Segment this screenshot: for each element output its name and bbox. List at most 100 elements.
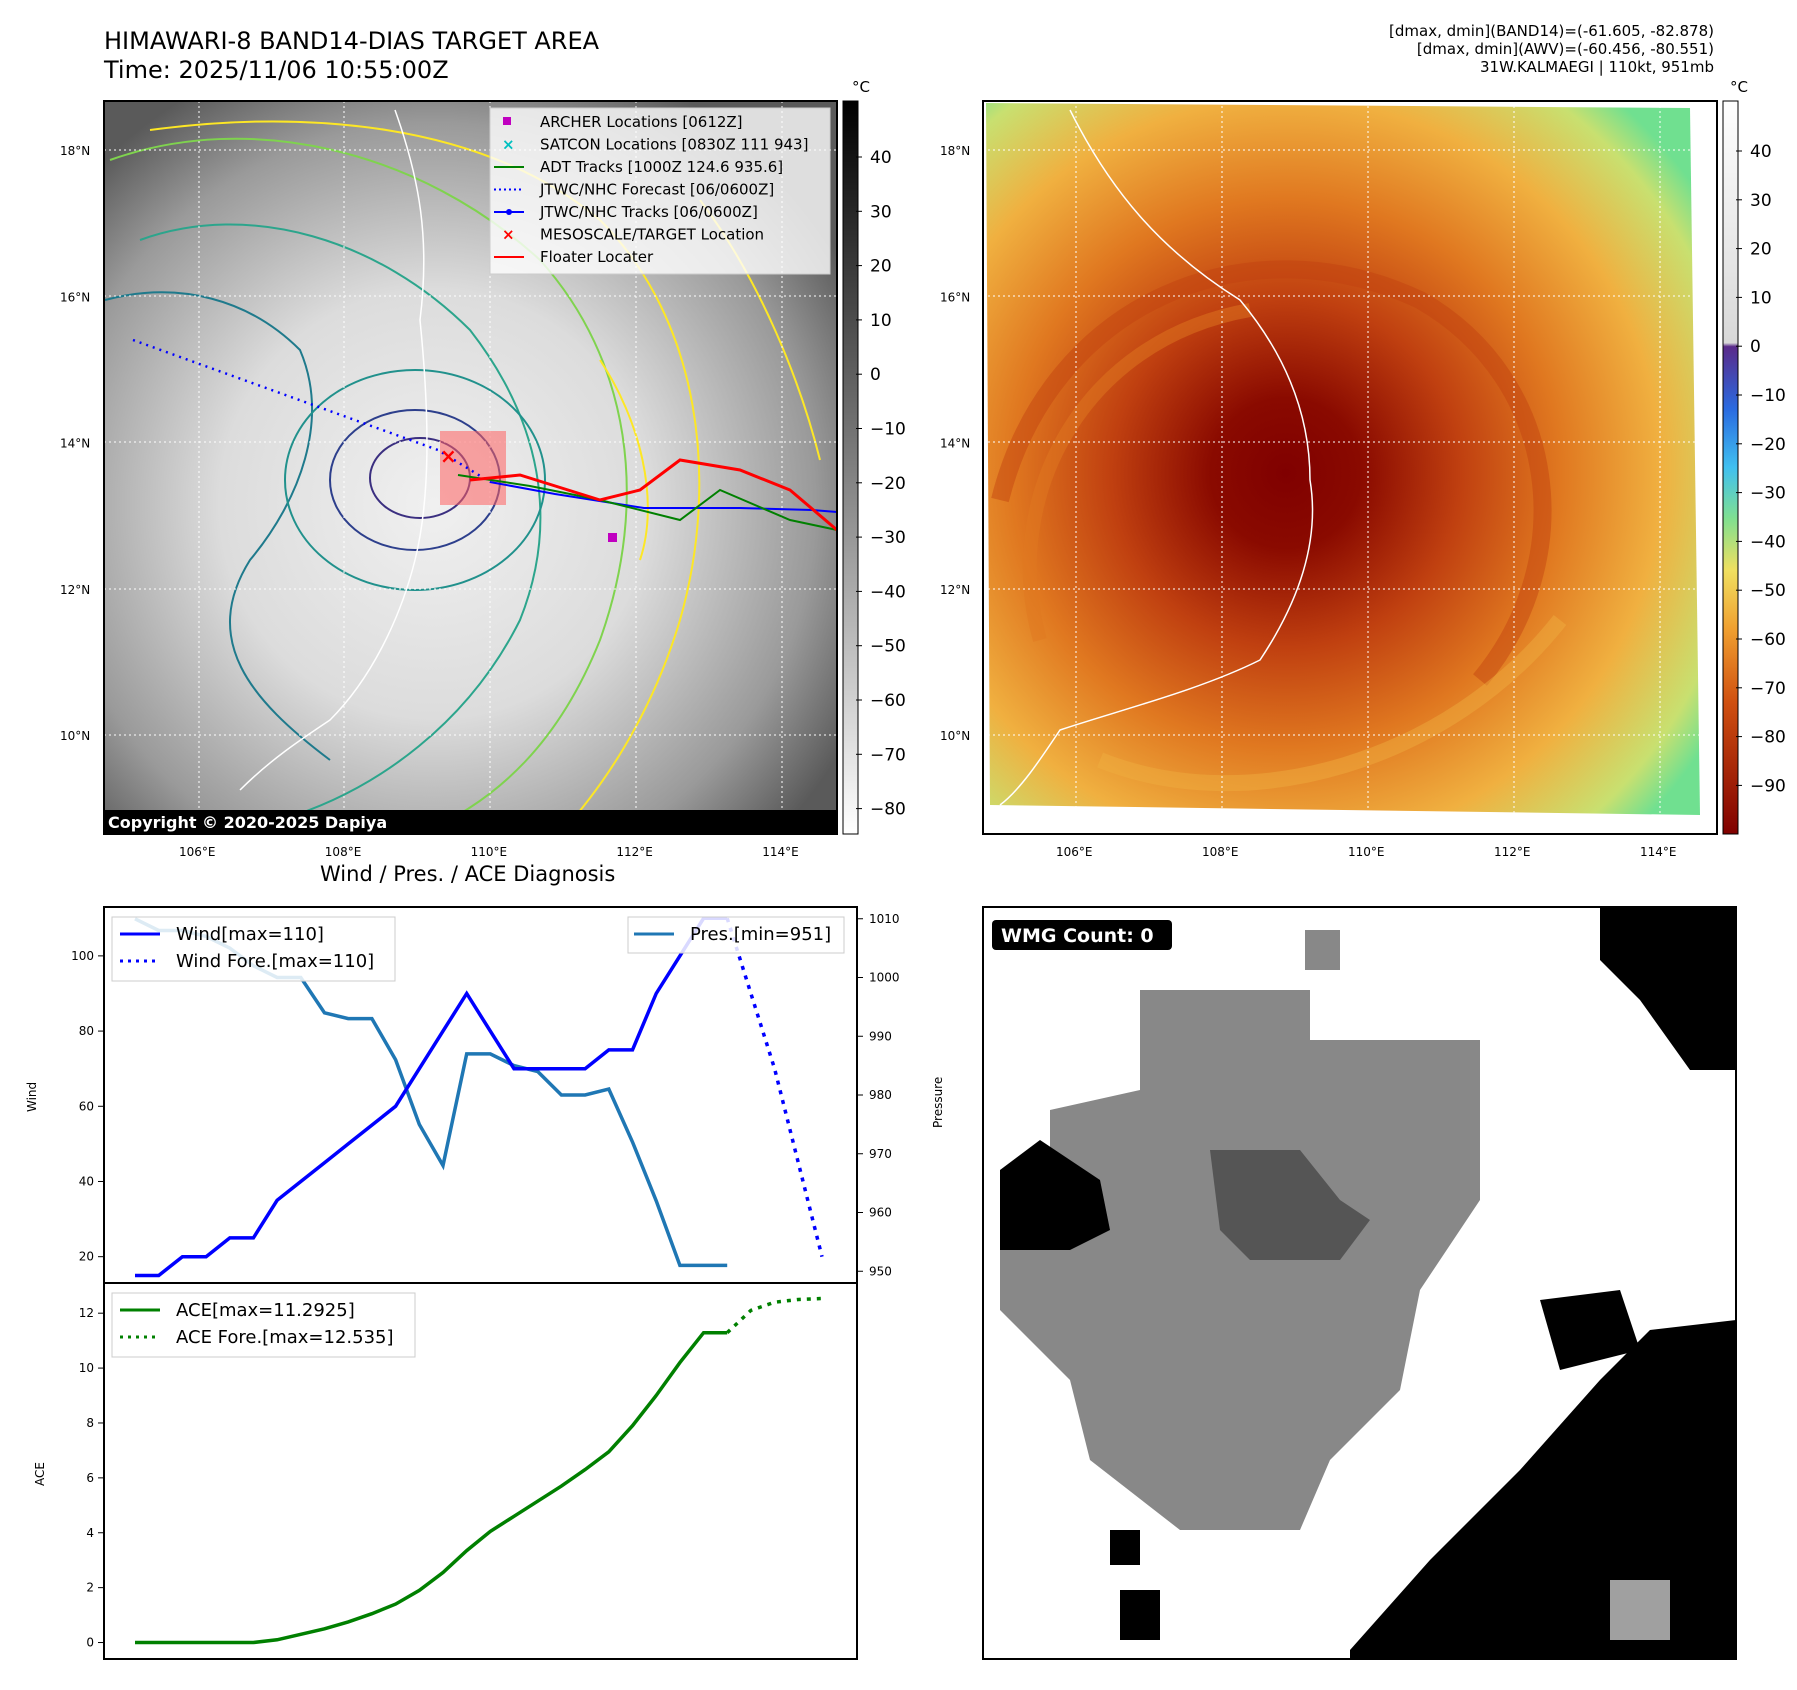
ytick-label: 60	[79, 1099, 94, 1113]
legend-label: ARCHER Locations [0612Z]	[540, 113, 743, 131]
wind-line	[135, 916, 728, 1278]
legend-label: MESOSCALE/TARGET Location	[540, 226, 764, 244]
lon-tick-label: 106°E	[1056, 845, 1093, 859]
lat-tick-label: 16°N	[940, 290, 970, 304]
adt-track	[457, 474, 838, 531]
ir-legend: ARCHER Locations [0612Z] × SATCON Location…	[489, 107, 831, 275]
legend-marker-dot	[506, 209, 512, 215]
pressure-yticks: 950 960 970 980 990 1000 1010	[857, 912, 900, 1278]
archer-marker	[608, 533, 617, 542]
ytick-label: 6	[86, 1471, 94, 1485]
ytick-label: 0	[86, 1636, 94, 1650]
ir-map-panel: × Copyright © 2020-2025 Dapiya ARCHER Lo…	[60, 78, 906, 859]
colorbar-tick-label: −60	[1750, 630, 1786, 650]
awv-lat-ticks: 18°N 16°N 14°N 12°N 10°N	[940, 144, 970, 743]
ir-lat-ticks: 18°N 16°N 14°N 12°N 10°N	[60, 144, 90, 743]
meta-block: [dmax, dmin](BAND14)=(-61.605, -82.878) …	[1389, 22, 1714, 76]
colorbar-tick-label: −80	[870, 800, 906, 820]
awv-lon-ticks: 106°E 108°E 110°E 112°E 114°E	[1056, 845, 1677, 859]
pressure-legend: Pres.[min=951]	[627, 916, 845, 954]
colorbar-tick-label: −40	[1750, 532, 1786, 552]
lon-tick-label: 106°E	[179, 845, 216, 859]
colorbar-tick-label: 40	[1750, 142, 1772, 162]
jtwc-forecast-track	[132, 338, 491, 484]
floater-track	[469, 458, 838, 532]
colorbar-tick-label: −50	[870, 637, 906, 657]
band14-range: [dmax, dmin](BAND14)=(-61.605, -82.878)	[1389, 22, 1714, 40]
ace-series	[135, 1296, 823, 1645]
colorbar-tick-label: −10	[1750, 386, 1786, 406]
pressure-legend-label: Pres.[min=951]	[690, 924, 831, 945]
colorbar-tick-label: 10	[870, 311, 892, 331]
legend-entry: JTWC/NHC Forecast [06/0600Z]	[494, 181, 774, 199]
colorbar-tick-label: −70	[870, 745, 906, 765]
lat-tick-label: 10°N	[940, 729, 970, 743]
ace-yticks: 0 2 4 6 8 10 12	[79, 1306, 104, 1650]
awv-bands	[991, 260, 1567, 792]
ytick-label: 8	[86, 1416, 94, 1430]
ir-colorbar-ticks: 40 30 20 10 0 −10 −20 −30 −40 −50 −60 −70 −80	[856, 148, 906, 820]
lon-tick-label: 110°E	[1348, 845, 1385, 859]
ace-panel: 0 2 4 6 8 10 12 ACE ACE[max=11.2925] ACE Fore.…	[33, 1282, 858, 1660]
colorbar-tick-label: −70	[1750, 679, 1786, 699]
awv-colorbar	[1722, 100, 1739, 835]
colorbar-tick-label: 30	[1750, 191, 1772, 211]
awv-colorbar-ticks: 40 30 20 10 0 −10 −20 −30 −40 −50 −60 −70 −80 −90	[1736, 142, 1786, 796]
ytick-label: 960	[869, 1206, 892, 1220]
ytick-label: 20	[79, 1250, 94, 1264]
colorbar-tick-label: 0	[1750, 337, 1761, 357]
ace-legend: ACE[max=11.2925] ACE Fore.[max=12.535]	[111, 1292, 416, 1358]
ir-colorbar	[842, 100, 859, 835]
wmg-region-black-ne	[1600, 907, 1736, 1070]
ytick-label: 1010	[869, 912, 900, 926]
figure-time: Time: 2025/11/06 10:55:00Z	[104, 56, 449, 84]
legend-entry: Floater Locater	[494, 248, 654, 266]
wind-yticks: 20 40 60 80 100	[71, 949, 104, 1264]
colorbar-tick-label: −30	[1750, 484, 1786, 504]
legend-marker-square	[503, 117, 511, 125]
colorbar-tick-label: −40	[870, 582, 906, 602]
legend-entry: × MESOSCALE/TARGET Location	[502, 226, 764, 244]
wind-legend-label: Wind[max=110]	[176, 924, 324, 945]
legend-entry: JTWC/NHC Tracks [06/0600Z]	[494, 203, 758, 221]
legend-label: Floater Locater	[540, 248, 654, 266]
colorbar-tick-label: 30	[870, 202, 892, 222]
lat-tick-label: 10°N	[60, 729, 90, 743]
colorbar-tick-label: −80	[1750, 728, 1786, 748]
lon-tick-label: 114°E	[762, 845, 799, 859]
legend-label: SATCON Locations [0830Z 111 943]	[540, 136, 808, 154]
colorbar-tick-label: 20	[1750, 240, 1772, 260]
colorbar-tick-label: −20	[1750, 435, 1786, 455]
figure-title: HIMAWARI-8 BAND14-DIAS TARGET AREA	[104, 27, 600, 55]
target-marker: ×	[440, 444, 457, 468]
ytick-label: 80	[79, 1024, 94, 1038]
wmg-region-gray	[1000, 990, 1480, 1530]
ytick-label: 2	[86, 1581, 94, 1595]
storm-info: 31W.KALMAEGI | 110kt, 951mb	[1480, 58, 1714, 76]
ytick-label: 12	[79, 1306, 94, 1320]
legend-label: JTWC/NHC Forecast [06/0600Z]	[539, 181, 774, 199]
copyright-text: Copyright © 2020-2025 Dapiya	[108, 813, 387, 832]
ytick-label: 100	[71, 949, 94, 963]
ace-ylabel: ACE	[33, 1462, 47, 1486]
mesoscale-box	[440, 431, 506, 505]
awv-image	[986, 103, 1700, 815]
ace-line	[135, 1330, 728, 1645]
wmg-panel: WMG Count: 0	[982, 906, 1737, 1660]
pressure-ylabel: Pressure	[931, 1077, 945, 1128]
wind-ylabel: Wind	[25, 1082, 39, 1112]
wind-pressure-panel: 20 40 60 80 100 950 960 970 980 990 1000 1010 Wind…	[25, 906, 945, 1284]
lon-tick-label: 112°E	[1494, 845, 1531, 859]
lat-tick-label: 12°N	[60, 583, 90, 597]
ace-fore-legend-label: ACE Fore.[max=12.535]	[176, 1327, 394, 1348]
ytick-label: 4	[86, 1526, 94, 1540]
wmg-region-black-se	[1350, 1320, 1736, 1659]
awv-gridlines	[983, 101, 1717, 834]
lon-tick-label: 114°E	[1640, 845, 1677, 859]
awv-colorbar-unit: °C	[1730, 78, 1748, 96]
colorbar-tick-label: −90	[1750, 776, 1786, 796]
colorbar-tick-label: 10	[1750, 288, 1772, 308]
legend-entry: ARCHER Locations [0612Z]	[503, 113, 743, 131]
ytick-label: 980	[869, 1088, 892, 1102]
